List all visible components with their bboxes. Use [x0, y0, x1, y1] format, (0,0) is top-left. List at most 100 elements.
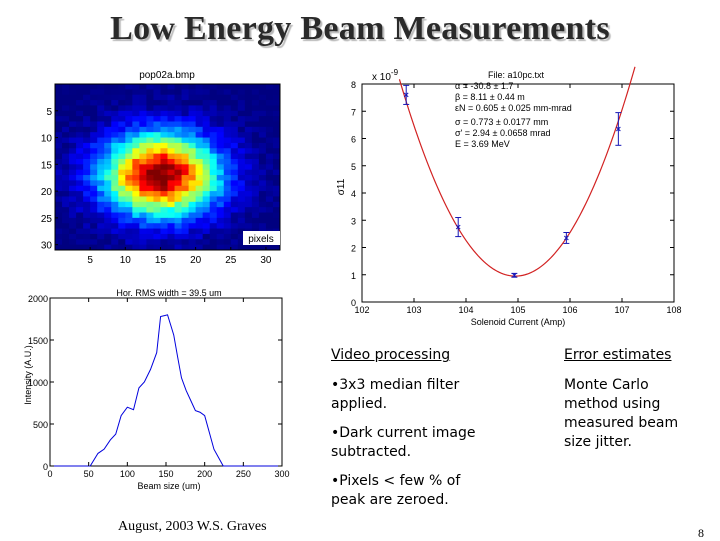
beam-pixel: [104, 89, 112, 96]
beam-pixel: [132, 244, 140, 251]
beam-pixel: [160, 132, 168, 139]
beam-pixel: [153, 153, 161, 160]
beam-pixel: [237, 223, 246, 230]
beam-pixel: [118, 212, 126, 219]
beam-pixel: [76, 191, 84, 197]
beam-pixel: [167, 105, 176, 112]
beam-pixel: [153, 84, 161, 90]
beam-image-x-ticks: 5 10 15 20 25 30: [87, 247, 272, 266]
beam-pixel: [104, 212, 112, 219]
beam-pixel: [76, 169, 84, 176]
beam-pixel: [272, 212, 281, 219]
beam-pixel: [188, 223, 197, 230]
beam-pixel: [195, 126, 204, 133]
beam-pixel: [195, 180, 204, 187]
beam-pixel: [195, 164, 204, 171]
beam-pixel: [62, 223, 70, 230]
beam-pixel: [174, 110, 183, 117]
beam-pixel: [62, 100, 70, 106]
beam-pixel: [237, 89, 246, 96]
beam-pixel: [118, 175, 126, 181]
beam-pixel: [272, 116, 281, 122]
beam-pixel: [62, 126, 70, 133]
beam-pixel: [62, 121, 70, 128]
beam-pixel: [244, 201, 253, 208]
beam-pixel: [237, 148, 246, 155]
beam-pixel: [104, 148, 112, 155]
beam-pixel: [230, 196, 239, 203]
beam-pixel: [132, 180, 140, 187]
beam-pixel: [209, 126, 218, 133]
beam-pixel: [153, 207, 161, 214]
beam-pixel: [125, 137, 133, 144]
beam-pixel: [223, 180, 232, 187]
beam-pixel: [97, 233, 105, 240]
beam-pixel: [237, 217, 246, 224]
beam-pixel: [223, 164, 232, 171]
beam-pixel: [160, 212, 168, 219]
beam-pixel: [174, 175, 183, 181]
beam-pixel: [76, 121, 84, 128]
beam-pixel: [125, 153, 133, 160]
beam-pixel: [125, 121, 133, 128]
beam-pixel: [69, 100, 77, 106]
beam-pixel: [118, 228, 126, 235]
beam-pixel: [76, 100, 84, 106]
beam-pixel: [104, 217, 112, 224]
beam-pixel: [97, 126, 105, 133]
beam-pixel: [62, 201, 70, 208]
beam-pixel: [160, 233, 168, 240]
beam-pixel: [83, 132, 91, 139]
beam-pixel: [160, 196, 168, 203]
beam-pixel: [76, 239, 84, 246]
beam-pixel: [209, 180, 218, 187]
beam-pixel: [104, 244, 112, 251]
beam-pixel: [111, 121, 119, 128]
beam-pixel: [90, 105, 98, 112]
beam-pixel: [181, 121, 190, 128]
beam-pixel: [76, 180, 84, 187]
beam-pixel: [216, 180, 225, 187]
beam-pixel: [111, 105, 119, 112]
beam-pixel: [132, 239, 140, 246]
beam-pixel: [55, 84, 63, 90]
beam-pixel: [237, 84, 246, 90]
data-point-marker: [564, 235, 569, 241]
beam-pixel: [97, 158, 105, 165]
beam-pixel: [244, 244, 253, 251]
beam-pixel: [244, 100, 253, 106]
emit-y-tick-label: 0: [351, 298, 356, 308]
beam-pixel: [125, 169, 133, 176]
data-point-with-error-bar: [615, 112, 622, 146]
beam-pixel: [272, 132, 281, 139]
beam-pixel: [216, 233, 225, 240]
beam-pixel: [132, 153, 140, 160]
beam-pixel: [216, 212, 225, 219]
heat-y-tick-label: 20: [41, 187, 53, 198]
beam-pixel: [90, 126, 98, 133]
beam-pixel: [111, 148, 119, 155]
beam-pixel: [118, 148, 126, 155]
prof-y-tick-label: 500: [33, 420, 48, 430]
beam-pixel: [139, 217, 147, 224]
beam-pixel: [125, 94, 133, 101]
beam-pixel: [90, 121, 98, 128]
beam-image-pixels: [55, 84, 281, 251]
beam-pixel: [55, 212, 63, 219]
beam-pixel: [83, 110, 91, 117]
beam-pixel: [181, 153, 190, 160]
beam-pixel: [230, 89, 239, 96]
beam-pixel: [223, 201, 232, 208]
beam-pixel: [272, 158, 281, 165]
beam-pixel: [146, 110, 154, 117]
beam-pixel: [125, 175, 133, 181]
beam-pixel: [153, 196, 161, 203]
beam-pixel: [174, 196, 183, 203]
beam-pixel: [139, 153, 147, 160]
annot-emittance: εN = 0.605 ± 0.025 mm-mrad: [455, 103, 572, 113]
beam-pixel: [132, 116, 140, 122]
beam-pixel: [244, 126, 253, 133]
beam-pixel: [76, 148, 84, 155]
beam-pixel: [202, 201, 211, 208]
beam-pixel: [83, 185, 91, 192]
